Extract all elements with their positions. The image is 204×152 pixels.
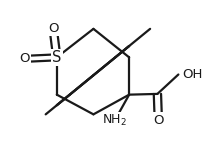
Text: NH$_2$: NH$_2$ <box>102 113 127 128</box>
Text: S: S <box>52 50 61 65</box>
Text: O: O <box>20 52 30 65</box>
Text: O: O <box>48 22 58 35</box>
Text: OH: OH <box>182 68 202 81</box>
Text: O: O <box>153 114 164 126</box>
